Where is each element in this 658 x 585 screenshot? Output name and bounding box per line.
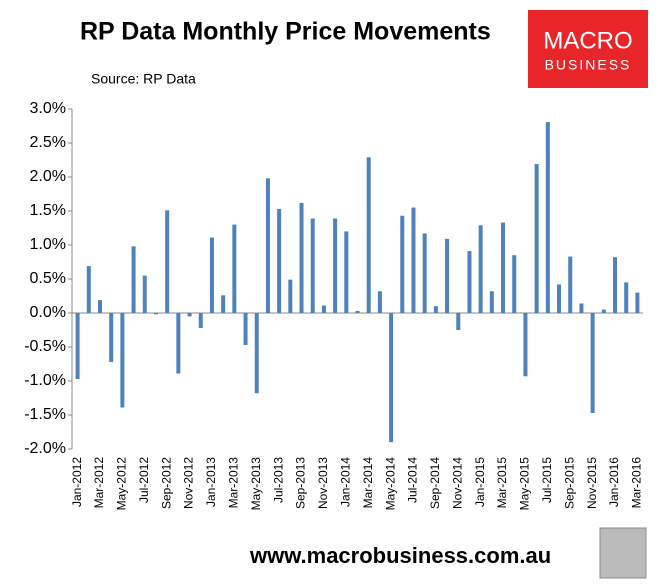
y-tick-label: -1.0% [24, 372, 66, 389]
x-tick-label: Jul-2015 [540, 457, 554, 503]
bar [265, 178, 270, 313]
x-tick-label: Jan-2012 [70, 457, 84, 507]
bar [109, 313, 114, 362]
bar [400, 215, 405, 313]
bar [377, 291, 382, 313]
y-tick-label: -0.5% [24, 338, 66, 355]
x-tick-label: May-2014 [383, 457, 397, 511]
bar [299, 202, 304, 313]
x-tick-label: Mar-2013 [227, 457, 241, 509]
x-tick-label: Mar-2016 [630, 457, 644, 509]
x-tick-label: May-2013 [249, 457, 263, 511]
x-tick-label: Sep-2015 [562, 457, 576, 509]
x-tick-label: Mar-2015 [495, 457, 509, 509]
bar [601, 309, 606, 313]
x-tick-label: Mar-2014 [361, 457, 375, 509]
bar [366, 157, 371, 313]
logo-line1: MACRO [543, 27, 632, 54]
logo-box [528, 10, 648, 88]
y-tick-label: -2.0% [24, 440, 66, 457]
bar [433, 306, 438, 313]
bar [187, 313, 192, 317]
bar [277, 208, 282, 313]
bar [613, 257, 618, 313]
x-tick-label: Sep-2013 [294, 457, 308, 509]
x-tick-label: Jan-2013 [204, 457, 218, 507]
bar [142, 275, 147, 313]
bar [489, 291, 494, 313]
bar [635, 292, 640, 313]
logo-line2: BUSINESS [545, 57, 632, 73]
bar [165, 210, 170, 313]
bar [512, 255, 517, 313]
y-tick-label: 2.0% [30, 168, 66, 185]
x-tick-label: Mar-2012 [92, 457, 106, 509]
bar [590, 313, 595, 413]
bar [120, 313, 125, 408]
bar [545, 121, 550, 313]
x-tick-label: May-2012 [115, 457, 129, 511]
bar [333, 218, 338, 313]
bar [232, 224, 237, 313]
bar [310, 218, 315, 313]
bar [153, 313, 158, 315]
bar [534, 164, 539, 313]
x-tick-label: Nov-2015 [585, 457, 599, 509]
x-tick-label: Jan-2016 [607, 457, 621, 507]
x-tick-label: Sep-2012 [159, 457, 173, 509]
x-tick-label: Jan-2014 [338, 457, 352, 507]
chart-title: RP Data Monthly Price Movements [80, 18, 491, 46]
bar [624, 282, 629, 313]
x-tick-label: Nov-2014 [450, 457, 464, 509]
y-tick-label: 0.5% [30, 270, 66, 287]
chart-subtitle: Source: RP Data [91, 71, 196, 87]
bar [456, 313, 461, 330]
bar [209, 237, 214, 313]
bar [557, 284, 562, 313]
bar [86, 266, 91, 313]
y-tick-label: 0.0% [30, 304, 66, 321]
footer-url: www.macrobusiness.com.au [249, 543, 551, 568]
y-tick-label: 1.0% [30, 236, 66, 253]
bar [131, 246, 136, 313]
x-tick-label: Sep-2014 [428, 457, 442, 509]
bar [411, 207, 416, 313]
wolf-icon [599, 527, 647, 579]
x-tick-label: Jul-2014 [406, 457, 420, 503]
y-tick-label: -1.5% [24, 406, 66, 423]
y-tick-label: 2.5% [30, 134, 66, 151]
bar [243, 313, 248, 345]
bar [176, 313, 181, 374]
bar [501, 222, 506, 313]
bar [568, 256, 573, 313]
x-tick-label: Jul-2013 [271, 457, 285, 503]
bar [523, 313, 528, 377]
bar [254, 313, 259, 394]
bar [198, 313, 203, 328]
bar [221, 295, 226, 313]
y-tick-label: 3.0% [30, 100, 66, 117]
x-tick-label: May-2015 [518, 457, 532, 511]
bar [355, 310, 360, 313]
bar [478, 225, 483, 313]
bar [445, 238, 450, 313]
x-tick-label: Nov-2012 [182, 457, 196, 509]
bar [288, 279, 293, 313]
bar [389, 313, 394, 443]
bar [467, 251, 472, 313]
x-tick-label: Jul-2012 [137, 457, 151, 503]
bar [75, 313, 80, 379]
bar [321, 305, 326, 313]
x-tick-label: Jan-2015 [473, 457, 487, 507]
bar [344, 231, 349, 313]
y-tick-label: 1.5% [30, 202, 66, 219]
x-tick-label: Nov-2013 [316, 457, 330, 509]
bar [97, 300, 102, 313]
bar [422, 233, 427, 313]
bar [579, 303, 584, 313]
